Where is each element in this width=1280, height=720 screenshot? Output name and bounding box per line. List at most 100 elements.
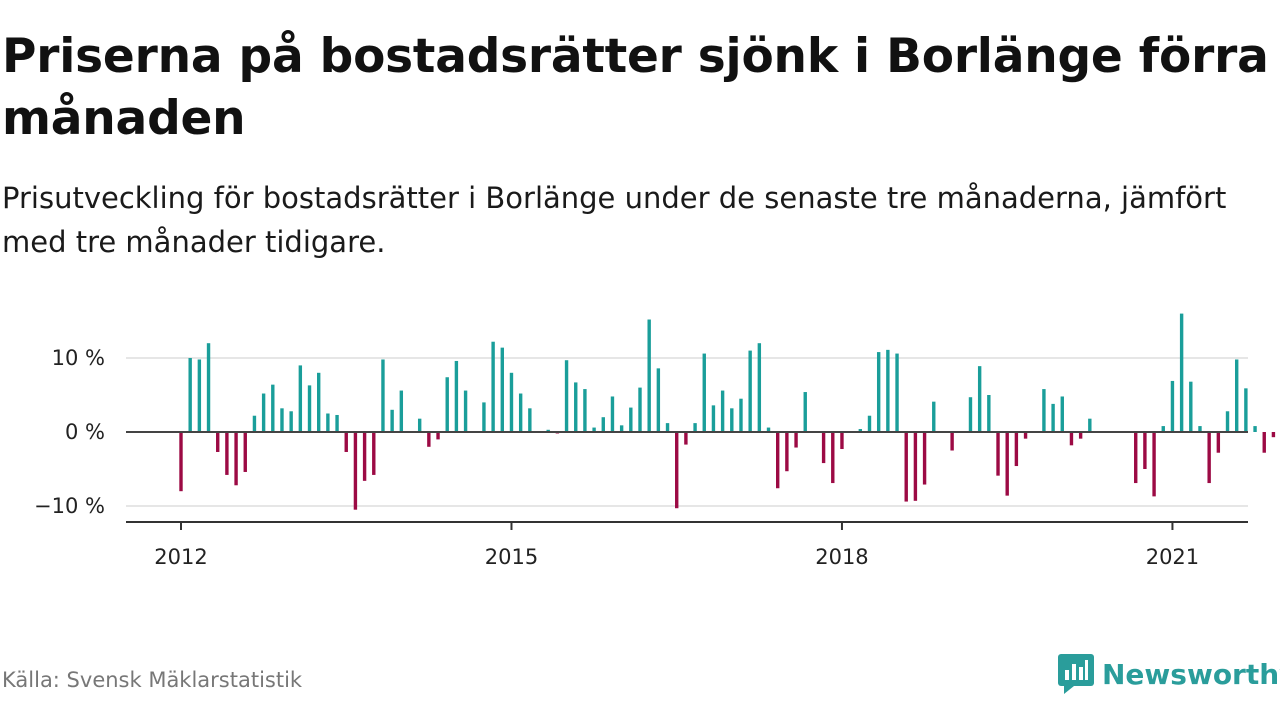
bar xyxy=(977,366,982,432)
bar xyxy=(950,432,954,451)
bar xyxy=(730,408,734,432)
chart-subtitle: Prisutveckling för bostadsrätter i Borlä… xyxy=(2,181,1227,259)
bar xyxy=(720,390,725,432)
bar xyxy=(867,415,872,432)
bar xyxy=(1069,432,1074,446)
bar xyxy=(289,411,293,432)
bar xyxy=(252,415,257,432)
bar xyxy=(601,417,605,432)
bar xyxy=(886,349,890,432)
bar xyxy=(417,418,422,432)
bar xyxy=(564,360,569,432)
bar xyxy=(261,393,266,432)
bar-chart: 10 %0 %−10 %20122015201820212023−6 % xyxy=(34,313,1276,569)
grid-lines xyxy=(126,357,1248,507)
bar xyxy=(757,343,762,432)
bar xyxy=(1225,411,1230,432)
bar xyxy=(463,390,468,432)
bar xyxy=(518,393,523,432)
bar xyxy=(362,432,367,481)
bar xyxy=(1207,432,1211,484)
bar xyxy=(693,423,697,432)
bar xyxy=(904,432,908,502)
bar xyxy=(592,427,596,432)
bar xyxy=(1235,359,1239,432)
source-note: Källa: Svensk Mäklarstatistik xyxy=(2,668,303,692)
axis-labels: 10 %0 %−10 %20122015201820212023−6 % xyxy=(34,346,1199,569)
bar xyxy=(500,347,504,432)
bar xyxy=(445,377,449,432)
bar xyxy=(197,359,202,432)
bar xyxy=(656,368,661,432)
bar xyxy=(922,432,927,485)
x-tick-label: 2021 xyxy=(1146,545,1199,569)
chart-title: Priserna på bostadsrätter sjönk i Borlän… xyxy=(2,29,1269,146)
bar xyxy=(619,425,624,432)
bar xyxy=(1271,432,1276,438)
bar xyxy=(895,353,899,432)
bar xyxy=(739,398,743,432)
bar xyxy=(1078,432,1083,439)
bar xyxy=(271,384,275,432)
bar xyxy=(665,423,670,432)
bar xyxy=(1152,432,1156,497)
bar xyxy=(546,429,550,432)
bars xyxy=(179,313,1276,510)
bar xyxy=(821,432,826,464)
bar xyxy=(711,405,716,432)
bar xyxy=(583,389,587,432)
bar xyxy=(748,350,752,432)
bar xyxy=(1189,381,1193,432)
y-tick-label: −10 % xyxy=(34,494,105,518)
bar xyxy=(629,407,633,432)
bar xyxy=(206,343,211,432)
bar xyxy=(436,432,440,440)
bar xyxy=(638,387,642,432)
newsworthy-logo-icon xyxy=(1058,654,1094,694)
bar xyxy=(876,352,881,432)
bar xyxy=(344,432,348,452)
bar xyxy=(574,382,578,432)
bar xyxy=(399,390,404,432)
bar xyxy=(1023,432,1028,439)
bar xyxy=(372,432,376,475)
bar xyxy=(390,409,394,432)
bar xyxy=(1170,380,1175,432)
bar xyxy=(317,372,321,432)
bar xyxy=(528,408,532,432)
bar xyxy=(987,395,991,432)
bar xyxy=(1060,396,1064,432)
bar xyxy=(794,432,798,448)
bar xyxy=(298,365,303,432)
bar xyxy=(509,372,514,432)
bar xyxy=(1005,432,1009,496)
bar xyxy=(932,401,936,432)
bar xyxy=(307,385,312,432)
y-tick-label: 10 % xyxy=(52,346,105,370)
bar xyxy=(776,432,780,489)
bar xyxy=(179,432,183,492)
bar xyxy=(968,397,973,432)
bar xyxy=(803,392,807,432)
bar xyxy=(1262,432,1266,453)
bar xyxy=(647,319,651,432)
bar xyxy=(326,413,330,432)
bar xyxy=(858,429,863,432)
bar xyxy=(684,432,688,445)
bar xyxy=(840,432,844,450)
bar xyxy=(1216,432,1221,453)
bar xyxy=(353,432,358,510)
bar xyxy=(216,432,220,452)
bar xyxy=(454,360,459,432)
bar xyxy=(1244,388,1248,432)
bar xyxy=(188,358,192,432)
bar xyxy=(1161,426,1165,432)
bar xyxy=(1014,432,1019,467)
bar xyxy=(225,432,229,475)
bar xyxy=(831,432,835,484)
bar xyxy=(381,359,385,432)
bar xyxy=(785,432,789,472)
bar xyxy=(1088,418,1092,432)
bar xyxy=(243,432,247,472)
brand-logo[interactable]: Newsworthy xyxy=(1058,650,1280,698)
